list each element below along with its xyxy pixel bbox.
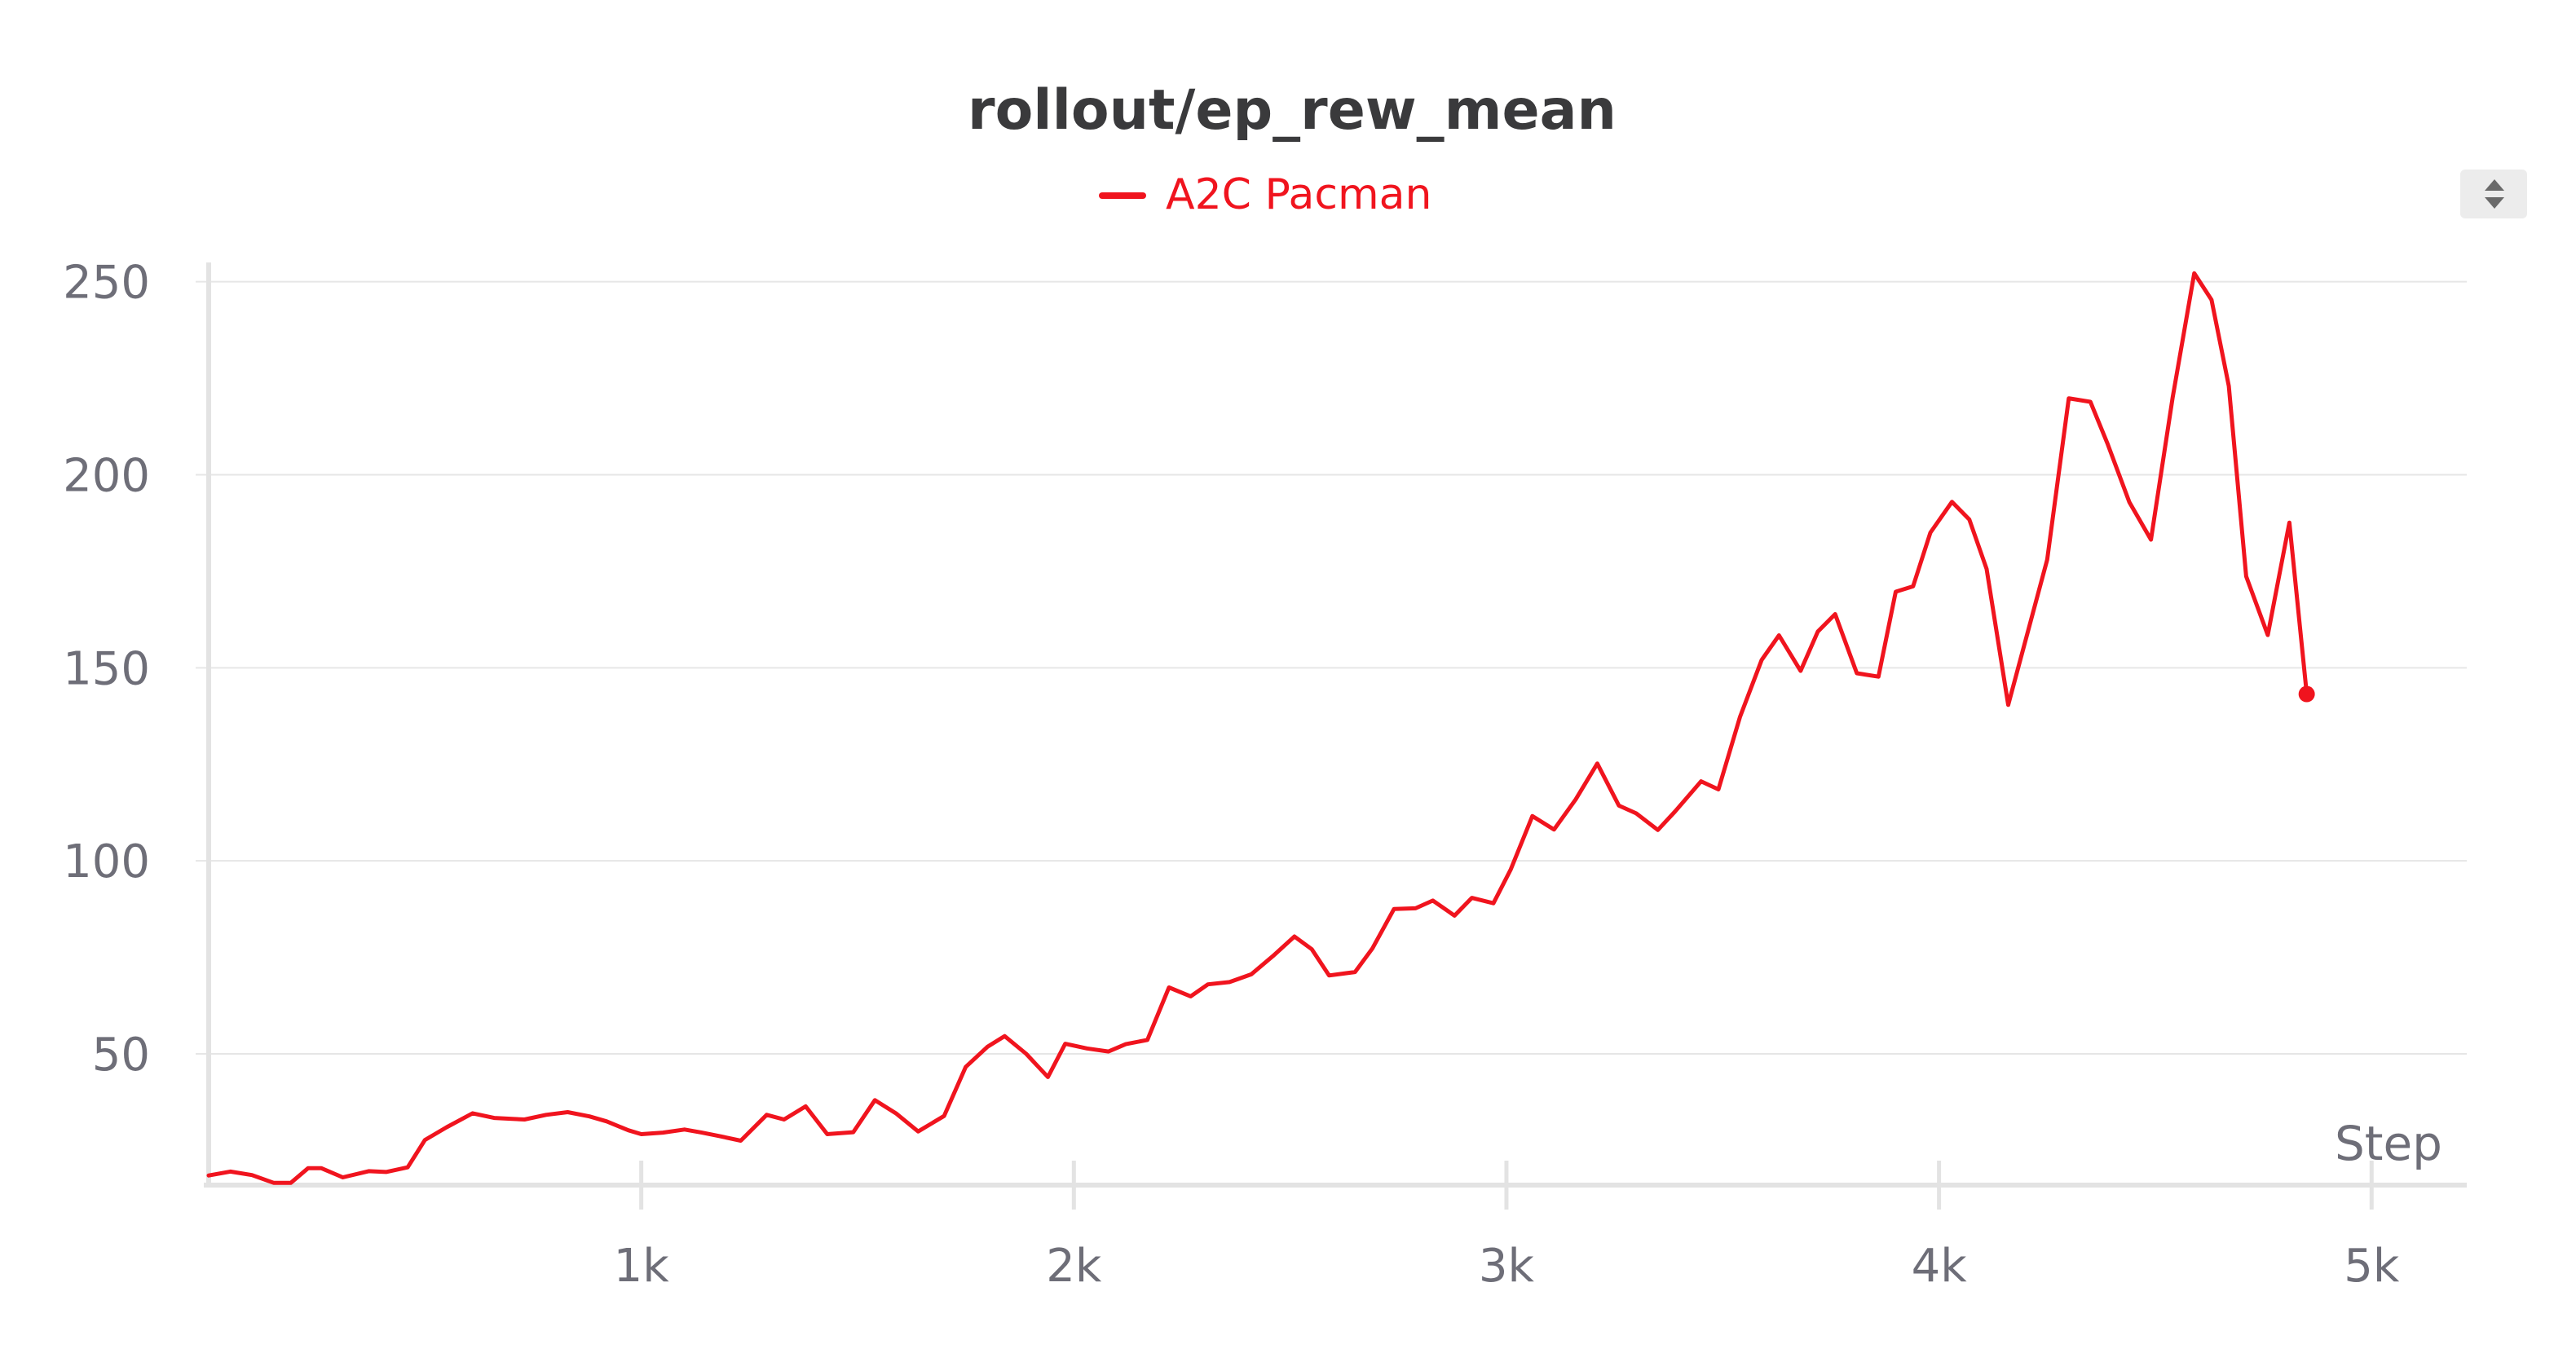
series[interactable] bbox=[206, 271, 2315, 1185]
x-tick-label-1000: 1k bbox=[614, 1240, 670, 1293]
series-line-0[interactable] bbox=[206, 271, 2309, 1185]
x-axis-label: Step bbox=[2335, 1116, 2442, 1171]
sort-down-icon bbox=[2485, 197, 2504, 209]
x-tick-label-3000: 3k bbox=[1479, 1240, 1535, 1293]
y-tick-label-200: 200 bbox=[63, 450, 150, 503]
x-tick-label-5000: 5k bbox=[2344, 1240, 2400, 1293]
chart-title: rollout/ep_rew_mean bbox=[968, 78, 1617, 143]
axes bbox=[204, 262, 2467, 1188]
y-tick-label-150: 150 bbox=[63, 642, 150, 695]
y-tick-label-250: 250 bbox=[63, 257, 150, 310]
x-tick-label-4000: 4k bbox=[1912, 1240, 1968, 1293]
ticks: 50 100 150 200 250 1k 2k 3k 4k 5k bbox=[63, 257, 2400, 1293]
legend-sort-button[interactable] bbox=[2460, 170, 2527, 218]
legend-label-a2c-pacman: A2C Pacman bbox=[1166, 170, 1431, 219]
y-tick-label-50: 50 bbox=[92, 1029, 150, 1082]
y-tick-label-100: 100 bbox=[63, 835, 150, 888]
legend[interactable]: A2C Pacman bbox=[1099, 170, 1431, 219]
series-endpoint-0[interactable] bbox=[2298, 685, 2315, 703]
sort-up-icon bbox=[2485, 179, 2504, 191]
x-tick-label-2000: 2k bbox=[1046, 1240, 1102, 1293]
grid bbox=[196, 280, 2467, 1055]
